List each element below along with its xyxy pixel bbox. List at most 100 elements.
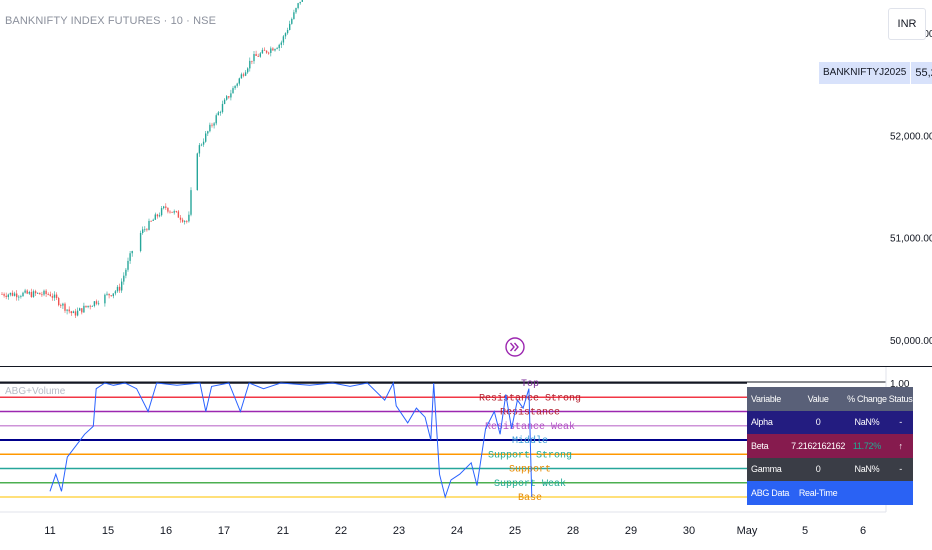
level-label: Base xyxy=(518,493,542,504)
candle-body xyxy=(64,303,66,311)
candle-body xyxy=(213,123,215,126)
candle-body xyxy=(20,296,22,297)
candle-body xyxy=(13,293,16,296)
price-tag-symbol: BANKNIFTYJ2025 xyxy=(819,62,911,84)
time-axis-label: 25 xyxy=(509,525,521,537)
candle-body xyxy=(207,131,209,134)
candle-body xyxy=(26,290,28,294)
time-axis-label: 28 xyxy=(567,525,579,537)
candle-body xyxy=(127,260,129,270)
candle-body xyxy=(43,290,45,295)
candle-body xyxy=(160,208,163,216)
level-label: Resistance Strong xyxy=(479,392,581,404)
candle-body xyxy=(202,141,205,145)
candle-body xyxy=(284,33,287,37)
candle-body xyxy=(268,52,270,54)
candle-body xyxy=(175,211,177,212)
candle-body xyxy=(163,206,165,209)
gamma-value: 0 xyxy=(790,457,847,481)
candle-body xyxy=(299,1,301,4)
candle-body xyxy=(169,211,171,213)
candle-body xyxy=(232,88,234,94)
candle-body xyxy=(97,303,100,305)
candle-body xyxy=(171,211,173,213)
candle-body xyxy=(144,229,146,231)
price-pane[interactable] xyxy=(0,0,816,357)
abg-line-series xyxy=(49,381,533,499)
candle-body xyxy=(167,207,169,212)
axes: 50,000.0051,000.0052,000.0053,000.0054,0… xyxy=(0,29,932,537)
candle-body xyxy=(51,296,54,298)
candle-body xyxy=(85,305,87,308)
candle-body xyxy=(190,190,192,215)
indicator-name[interactable]: ABG+Volume xyxy=(5,386,66,397)
candle-body xyxy=(238,78,240,84)
candle-body xyxy=(291,18,293,24)
currency-button[interactable]: INR xyxy=(888,8,926,40)
candle-body xyxy=(106,293,108,295)
candle-body xyxy=(293,12,295,19)
candle-body xyxy=(215,115,217,124)
candle-body xyxy=(1,293,3,295)
candle-body xyxy=(265,50,268,53)
table-footer-row: ABG Data Real-Time xyxy=(747,481,914,505)
candle-body xyxy=(240,74,243,79)
table-header-row: Variable Value % Change Status xyxy=(747,387,914,411)
candle-body xyxy=(55,294,58,299)
candle-body xyxy=(261,49,264,54)
alpha-variable: Alpha xyxy=(747,410,791,434)
candle-body xyxy=(32,291,35,297)
time-axis-label: 29 xyxy=(625,525,637,537)
candle-body xyxy=(18,296,20,298)
candle-body xyxy=(270,48,272,53)
candle-body xyxy=(53,294,56,298)
table-row-gamma: Gamma 0 NaN% - xyxy=(747,457,914,481)
candle-body xyxy=(125,269,127,276)
header-value: Value xyxy=(790,387,847,411)
candle-body xyxy=(74,311,77,316)
gamma-variable: Gamma xyxy=(747,457,791,481)
time-axis-label: 15 xyxy=(102,525,114,537)
candle-body xyxy=(3,294,5,296)
candle-body xyxy=(146,229,148,231)
candle-body xyxy=(118,286,121,291)
candle-body xyxy=(257,55,259,57)
candle-body xyxy=(139,232,142,251)
table-row-alpha: Alpha 0 NaN% - xyxy=(747,410,914,434)
candle-body xyxy=(236,83,238,86)
candle-body xyxy=(104,294,106,304)
candle-body xyxy=(49,294,51,297)
candle-body xyxy=(244,72,247,76)
candle-body xyxy=(72,311,75,314)
candle-body xyxy=(179,217,182,220)
candle-body xyxy=(200,144,203,146)
candle-body xyxy=(209,124,211,132)
time-axis-label: 24 xyxy=(451,525,463,537)
candle-body xyxy=(272,48,274,51)
candle-body xyxy=(112,293,114,297)
time-axis-label: 30 xyxy=(683,525,695,537)
candle-body xyxy=(274,48,276,51)
time-axis-label: 5 xyxy=(802,525,808,537)
candle-body xyxy=(116,286,119,292)
candle-body xyxy=(295,8,297,13)
footer-mode: Real-Time xyxy=(790,481,847,505)
candle-body xyxy=(152,219,154,221)
level-label: Support Strong xyxy=(488,450,572,461)
candle-body xyxy=(89,305,91,307)
double-chevron-right-icon[interactable] xyxy=(505,337,525,357)
candle-body xyxy=(251,60,253,62)
candle-body xyxy=(198,145,201,154)
level-label: Top xyxy=(521,379,539,390)
candle-body xyxy=(76,310,79,316)
candle-body xyxy=(297,3,299,9)
candle-body xyxy=(217,112,219,116)
price-axis-label: 50,000.00 xyxy=(890,336,932,347)
candle-body xyxy=(234,85,236,89)
candle-body xyxy=(177,211,180,218)
candle-body xyxy=(58,298,60,306)
time-axis-label: 21 xyxy=(277,525,289,537)
